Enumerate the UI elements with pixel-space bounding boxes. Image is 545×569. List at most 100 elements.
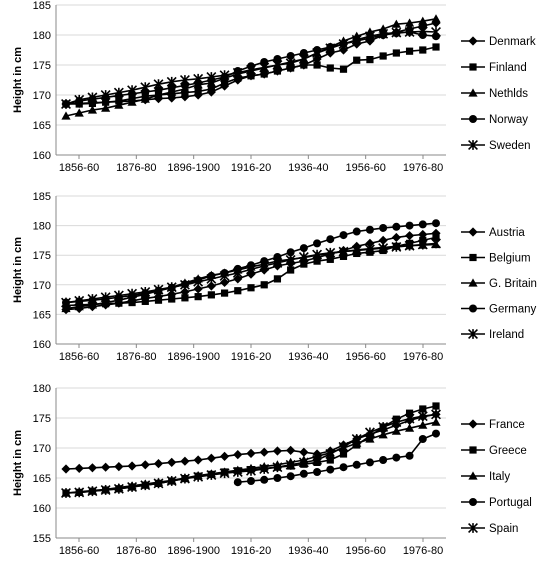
legend-marker xyxy=(468,88,478,97)
y-tick-label: 170 xyxy=(33,443,51,455)
y-tick-label: 185 xyxy=(33,191,51,203)
data-point xyxy=(74,108,84,117)
data-point xyxy=(207,291,215,299)
data-point xyxy=(298,54,309,64)
data-point xyxy=(180,456,190,466)
data-point xyxy=(364,244,375,255)
data-point xyxy=(365,434,375,443)
y-tick-label: 170 xyxy=(33,90,51,102)
series-sweden xyxy=(61,26,441,109)
legend-marker xyxy=(469,498,477,506)
data-point xyxy=(378,243,389,254)
legend-entry: Greece xyxy=(461,445,527,457)
data-point xyxy=(167,83,176,92)
legend-entry: Denmark xyxy=(461,36,536,48)
legend-marker xyxy=(468,227,478,237)
y-tick-label: 165 xyxy=(33,309,51,321)
data-point xyxy=(300,260,308,268)
x-tick-label: 1876-80 xyxy=(116,351,156,363)
data-point xyxy=(246,64,256,75)
data-point xyxy=(351,434,362,444)
data-point xyxy=(404,413,415,424)
data-point xyxy=(246,264,256,275)
data-point xyxy=(234,287,242,295)
data-point xyxy=(313,257,321,265)
data-point xyxy=(366,56,374,64)
data-point xyxy=(326,64,334,72)
data-point xyxy=(391,417,402,428)
data-point xyxy=(87,92,98,103)
x-tick-label: 1856-60 xyxy=(59,162,99,174)
data-point xyxy=(298,252,309,262)
data-point xyxy=(405,47,414,55)
data-point xyxy=(326,465,335,474)
x-tick-label: 1916-20 xyxy=(231,351,271,363)
data-point xyxy=(431,14,441,23)
y-tick-label: 180 xyxy=(33,383,51,395)
legend-entry: Austria xyxy=(461,227,525,239)
legend-marker xyxy=(469,253,477,262)
legend-label: Italy xyxy=(489,471,510,483)
legend-marker xyxy=(468,140,478,150)
data-point xyxy=(352,460,361,469)
data-point xyxy=(352,227,361,236)
legend-marker xyxy=(469,304,477,313)
data-point xyxy=(417,26,428,37)
data-point xyxy=(193,73,204,84)
legend-entry: G. Britain xyxy=(461,278,537,290)
data-point xyxy=(167,457,177,467)
data-point xyxy=(166,76,177,87)
x-tick-label: 1916-20 xyxy=(231,162,271,174)
data-point xyxy=(74,295,85,306)
legend-entry: Portugal xyxy=(461,497,532,509)
data-point xyxy=(285,459,296,470)
data-point xyxy=(166,282,177,293)
data-point xyxy=(285,254,296,265)
data-point xyxy=(418,220,427,229)
data-point xyxy=(404,18,415,27)
data-point xyxy=(273,474,282,482)
legend-label: G. Britain xyxy=(489,278,537,290)
data-point xyxy=(404,231,415,241)
data-point xyxy=(193,284,203,294)
y-tick-label: 180 xyxy=(33,221,51,233)
y-tick-label: 175 xyxy=(33,413,51,425)
data-point xyxy=(206,470,217,480)
data-point xyxy=(233,450,243,460)
data-point xyxy=(247,284,255,292)
series-portugal xyxy=(233,429,440,487)
data-point xyxy=(287,266,295,274)
legend-marker xyxy=(469,115,477,123)
legend-label: Finland xyxy=(489,62,527,74)
legend-marker xyxy=(468,36,478,46)
data-point xyxy=(194,293,202,301)
data-point xyxy=(74,302,84,311)
data-point xyxy=(353,56,361,64)
data-point xyxy=(128,298,136,307)
data-point xyxy=(338,441,349,452)
y-axis-label: Height in cm xyxy=(12,430,24,496)
data-point xyxy=(260,281,268,289)
data-point xyxy=(405,451,414,460)
data-point xyxy=(206,273,217,284)
data-point xyxy=(113,483,124,494)
y-tick-label: 160 xyxy=(33,503,51,515)
data-point xyxy=(206,72,217,82)
data-point xyxy=(101,462,111,472)
data-point xyxy=(432,402,440,410)
data-point xyxy=(206,281,216,291)
data-point xyxy=(272,446,283,456)
data-point xyxy=(312,54,322,64)
data-point xyxy=(418,229,428,240)
data-point xyxy=(153,79,164,90)
x-tick-label: 1916-20 xyxy=(231,545,271,557)
data-point xyxy=(179,279,190,290)
data-point xyxy=(391,241,402,252)
data-point xyxy=(219,468,230,479)
data-point xyxy=(432,43,440,51)
data-point xyxy=(246,448,256,458)
data-point xyxy=(259,260,270,271)
data-point xyxy=(404,240,415,251)
data-point xyxy=(220,79,229,87)
y-tick-label: 175 xyxy=(33,60,51,72)
